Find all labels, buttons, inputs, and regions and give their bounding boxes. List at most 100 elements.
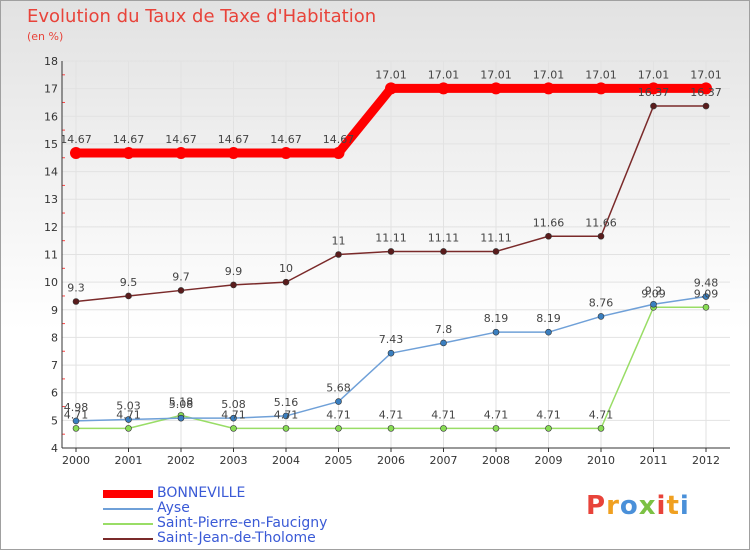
data-label: 9.3 — [67, 281, 85, 294]
data-label: 5.08 — [221, 398, 246, 411]
data-label: 11 — [332, 235, 346, 248]
data-label: 8.76 — [589, 296, 614, 309]
data-label: 5.18 — [169, 395, 194, 408]
data-label: 4.71 — [326, 408, 351, 421]
data-point — [490, 82, 502, 95]
data-label: 17.01 — [428, 68, 460, 81]
y-tick-label: 17 — [44, 83, 58, 96]
data-point — [702, 303, 710, 311]
data-label: 14.67 — [113, 133, 145, 146]
data-label: 5.16 — [274, 396, 299, 409]
data-label: 4.71 — [484, 408, 509, 421]
data-label: 4.71 — [64, 408, 89, 421]
data-point — [230, 281, 237, 289]
y-tick-label: 7 — [51, 359, 58, 372]
data-point — [545, 328, 552, 336]
data-point — [70, 147, 82, 160]
x-tick-label: 2009 — [535, 454, 563, 467]
data-point — [440, 248, 447, 255]
data-label: 5.68 — [326, 382, 351, 395]
y-tick-label: 5 — [51, 414, 58, 427]
data-label: 17.01 — [533, 68, 565, 81]
data-point — [282, 278, 290, 286]
data-label: 4.71 — [379, 408, 404, 421]
data-label: 11.11 — [480, 231, 512, 244]
data-point — [492, 425, 500, 432]
data-label: 4.98 — [64, 401, 89, 414]
data-label: 8.19 — [484, 312, 509, 325]
data-label: 4.71 — [536, 408, 561, 421]
y-tick-label: 15 — [44, 138, 58, 151]
brand-letter: x — [638, 491, 657, 521]
y-tick-label: 6 — [51, 387, 58, 400]
data-label: 17.01 — [480, 68, 512, 81]
data-point — [72, 425, 80, 432]
x-tick-label: 2000 — [62, 454, 90, 467]
y-tick-label: 8 — [51, 331, 58, 344]
data-point — [125, 292, 132, 300]
data-label: 4.71 — [431, 408, 456, 421]
y-tick-label: 9 — [51, 304, 58, 317]
data-point — [335, 398, 342, 405]
data-point — [700, 82, 712, 95]
data-point — [177, 287, 185, 294]
brand-letter: i — [679, 491, 690, 521]
data-point — [597, 232, 605, 240]
data-label: 5.03 — [116, 400, 141, 413]
legend-label-bonneville: BONNEVILLE — [157, 485, 246, 501]
data-label: 14.67 — [270, 133, 302, 146]
chart-title: Evolution du Taux de Taxe d'Habitation — [27, 6, 377, 27]
data-point — [335, 251, 342, 258]
legend-label-saint-jean: Saint-Jean-de-Tholome — [157, 530, 316, 546]
data-point — [385, 82, 397, 95]
data-label: 14.67 — [218, 133, 250, 146]
legend-label-saint-pierre: Saint-Pierre-en-Faucigny — [157, 515, 328, 531]
data-label: 14.67 — [60, 133, 92, 146]
y-tick-label: 11 — [44, 249, 58, 262]
data-point — [125, 425, 132, 432]
brand-letter: o — [619, 491, 639, 521]
data-label: 9.7 — [172, 270, 190, 283]
y-tick-label: 14 — [44, 166, 58, 179]
data-label: 4.71 — [274, 408, 299, 421]
data-label: 17.01 — [585, 68, 617, 81]
data-point — [597, 425, 605, 432]
data-point — [545, 232, 552, 240]
data-label: 11.11 — [375, 231, 407, 244]
data-point — [545, 425, 552, 432]
data-point — [175, 147, 187, 160]
data-label: 9.9 — [225, 265, 243, 278]
data-point — [282, 425, 290, 432]
data-point — [440, 339, 447, 347]
data-point — [280, 147, 292, 160]
data-label: 9.5 — [120, 276, 138, 289]
data-point — [702, 293, 710, 300]
data-label: 9.2 — [645, 284, 663, 297]
data-point — [702, 102, 710, 110]
data-label: 9.48 — [694, 277, 719, 290]
x-tick-label: 2002 — [167, 454, 195, 467]
y-tick-label: 18 — [44, 55, 58, 68]
data-point — [125, 416, 132, 423]
data-point — [492, 328, 500, 336]
data-label: 7.43 — [379, 333, 404, 346]
data-point — [230, 425, 237, 432]
x-tick-label: 2008 — [482, 454, 510, 467]
data-point — [542, 82, 555, 95]
brand-letter: r — [606, 491, 620, 521]
legend-swatch-saint-jean — [103, 538, 153, 540]
y-tick-label: 12 — [44, 221, 58, 234]
data-label: 17.01 — [690, 68, 722, 81]
data-label: 17.01 — [638, 68, 670, 81]
data-label: 5.08 — [169, 398, 194, 411]
legend-swatch-ayse — [103, 508, 153, 510]
brand-logo: Proxiti — [586, 491, 690, 521]
x-tick-label: 2003 — [220, 454, 248, 467]
data-label: 11.66 — [533, 216, 565, 229]
data-label: 8.19 — [536, 312, 561, 325]
y-tick-label: 10 — [44, 276, 58, 289]
data-point — [440, 425, 447, 432]
data-point — [595, 82, 607, 95]
x-tick-label: 2007 — [430, 454, 458, 467]
